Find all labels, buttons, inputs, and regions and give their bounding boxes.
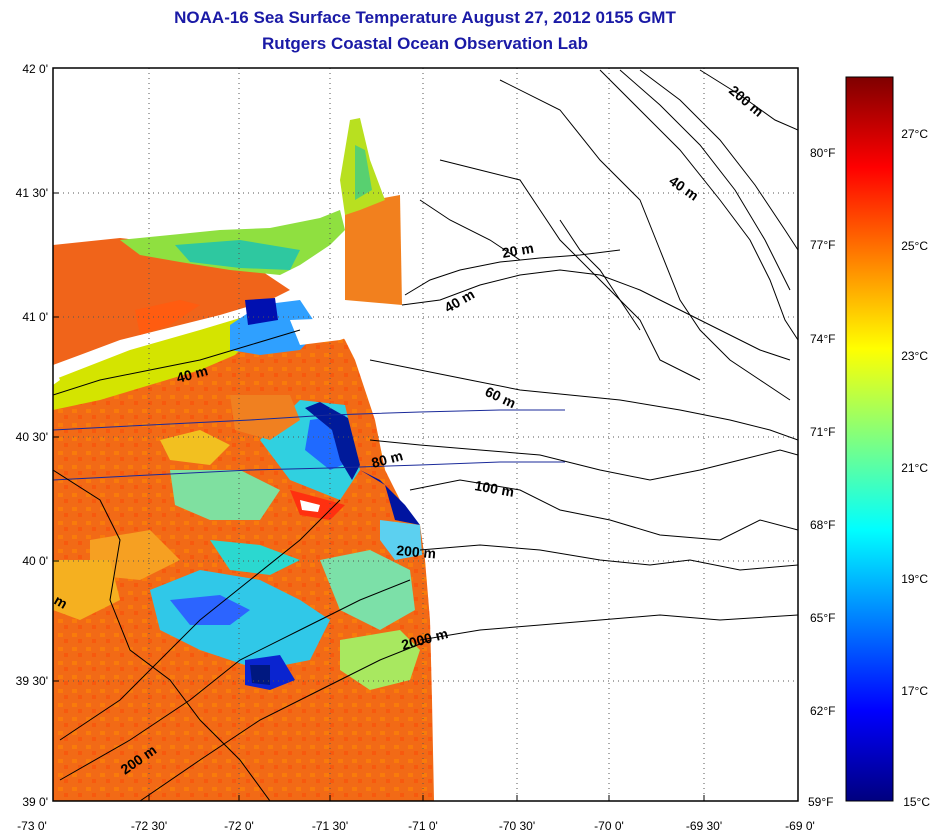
contour-label: 60 m — [483, 383, 519, 411]
map-grid — [53, 68, 798, 801]
colorbar-label-f: 59°F — [808, 795, 833, 809]
latitude-labels: 42 0' 41 30' 41 0' 40 30' 40 0' 39 30' 3… — [16, 62, 48, 809]
longitude-labels: -73 0' -72 30' -72 0' -71 30' -71 0' -70… — [17, 819, 815, 833]
map-frame — [52, 67, 799, 802]
colorbar-label-f: 65°F — [810, 611, 835, 625]
lon-label: -70 0' — [594, 819, 624, 833]
colorbar — [845, 76, 894, 802]
colorbar-celsius-labels: 27°C 25°C 23°C 21°C 19°C 17°C 15°C — [901, 127, 930, 809]
lon-label: -72 0' — [224, 819, 254, 833]
colorbar-label-c: 17°C — [901, 684, 928, 698]
colorbar-label-f: 71°F — [810, 425, 835, 439]
lon-label: -72 30' — [131, 819, 167, 833]
map-title: NOAA-16 Sea Surface Temperature August 2… — [174, 8, 676, 27]
colorbar-label-f: 68°F — [810, 518, 835, 532]
colorbar-label-c: 27°C — [901, 127, 928, 141]
lon-label: -70 30' — [499, 819, 535, 833]
lat-label: 39 30' — [16, 674, 48, 688]
lon-label: -71 0' — [408, 819, 438, 833]
colorbar-label-f: 62°F — [810, 704, 835, 718]
lat-label: 39 0' — [22, 795, 48, 809]
colorbar-fahrenheit-labels: 80°F 77°F 74°F 71°F 68°F 65°F 62°F 59°F — [808, 146, 835, 809]
lat-label: 41 30' — [16, 186, 48, 200]
contour-label: 40 m — [666, 172, 701, 203]
colorbar-label-c: 15°C — [903, 795, 930, 809]
colorbar-label-f: 77°F — [810, 238, 835, 252]
colorbar-label-f: 80°F — [810, 146, 835, 160]
contour-label: 200 m — [726, 82, 767, 120]
lon-label: -69 0' — [785, 819, 815, 833]
colorbar-label-f: 74°F — [810, 332, 835, 346]
colorbar-label-c: 25°C — [901, 239, 928, 253]
lat-label: 40 0' — [22, 554, 48, 568]
axis-ticks — [53, 192, 705, 801]
lat-label: 41 0' — [22, 310, 48, 324]
contour-label: 80 m — [370, 447, 405, 471]
lat-label: 42 0' — [22, 62, 48, 76]
bathymetry-contours — [53, 69, 798, 801]
map-subtitle: Rutgers Coastal Ocean Observation Lab — [262, 34, 588, 53]
colorbar-label-c: 23°C — [901, 349, 928, 363]
contour-label: 100 m — [473, 477, 515, 500]
lon-label: -73 0' — [17, 819, 47, 833]
contour-label: 20 m — [501, 240, 535, 261]
contour-label: 40 m — [175, 362, 210, 386]
lat-label: 40 30' — [16, 430, 48, 444]
contour-label: 200 m — [396, 542, 437, 561]
colorbar-label-c: 21°C — [901, 461, 928, 475]
colorbar-label-c: 19°C — [901, 572, 928, 586]
contour-label: 40 m — [442, 286, 478, 316]
lon-label: -71 30' — [312, 819, 348, 833]
lon-label: -69 30' — [686, 819, 722, 833]
